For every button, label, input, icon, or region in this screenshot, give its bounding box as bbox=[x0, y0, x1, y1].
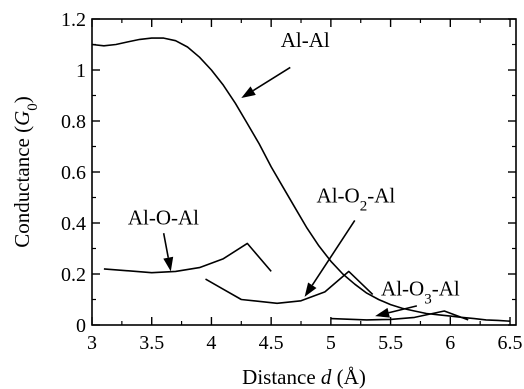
x-tick-label: 4.5 bbox=[259, 332, 284, 354]
series-lines bbox=[91, 37, 511, 322]
annotation-al-al-arrow bbox=[252, 66, 291, 92]
x-tick-label: 3.5 bbox=[139, 332, 164, 354]
series-al-o-al-line bbox=[103, 242, 272, 274]
annotation-al-o-al-arrow bbox=[162, 233, 170, 258]
y-tick-label: 0.6 bbox=[61, 162, 86, 184]
y-tick-label: 0 bbox=[76, 315, 86, 337]
x-axis-label-var: d bbox=[321, 365, 332, 389]
y-tick-label: 0.2 bbox=[61, 264, 86, 286]
series-al-o2-al-line bbox=[205, 270, 374, 305]
x-tick-label: 3 bbox=[87, 332, 97, 354]
y-axis-label-sub: 0 bbox=[25, 103, 41, 111]
series-al-al-line bbox=[91, 37, 511, 322]
annotation-al-o2-al-arrowhead bbox=[304, 282, 317, 297]
y-axis-label: Conductance (G0) bbox=[10, 96, 41, 248]
annotation-al-o-al-label: Al-O-Al bbox=[128, 205, 199, 229]
x-axis-label-post: (Å) bbox=[331, 365, 365, 389]
x-tick-label: 5.5 bbox=[378, 332, 403, 354]
x-tick-label: 6 bbox=[445, 332, 455, 354]
annotation-al-o3-al-label: Al-O3-Al bbox=[381, 277, 460, 308]
x-tick-label: 4 bbox=[206, 332, 216, 354]
x-axis-label: Distance d (Å) bbox=[242, 365, 366, 389]
annotation-al-o2-al-arrow bbox=[311, 220, 356, 286]
x-axis-label-pre: Distance bbox=[242, 365, 321, 389]
tick-labels: 3 3.5 4 4.5 5 5.5 6 6.5 0 0.2 0.4 0.6 0.8 1 1.2 bbox=[61, 9, 523, 354]
annotation-al-al-arrowhead bbox=[241, 86, 256, 98]
annotation-al-o3-al-arrowhead bbox=[375, 307, 390, 318]
x-tick-label: 6.5 bbox=[498, 332, 523, 354]
y-axis-label-var: G bbox=[10, 111, 34, 126]
series-al-o3-al-line bbox=[330, 310, 469, 321]
y-tick-label: 0.8 bbox=[61, 111, 86, 133]
y-tick-label: 0.4 bbox=[61, 213, 86, 235]
annotation-al-o3-al-arrow bbox=[388, 305, 418, 314]
annotation-al-o-al-arrowhead bbox=[163, 256, 174, 272]
y-axis-label-post: ) bbox=[10, 96, 34, 103]
y-tick-label: 1.2 bbox=[61, 9, 86, 31]
y-axis-label-pre: Conductance ( bbox=[10, 126, 34, 248]
y-tick-label: 1 bbox=[76, 60, 86, 82]
annotation-al-o2-al-label: Al-O2-Al bbox=[317, 184, 396, 215]
axis-ticks bbox=[91, 18, 516, 326]
x-tick-label: 5 bbox=[326, 332, 336, 354]
annotations: Al-Al Al-O-Al Al-O2-Al Al-O3-Al bbox=[128, 28, 460, 318]
annotation-al-al-label: Al-Al bbox=[281, 28, 330, 52]
